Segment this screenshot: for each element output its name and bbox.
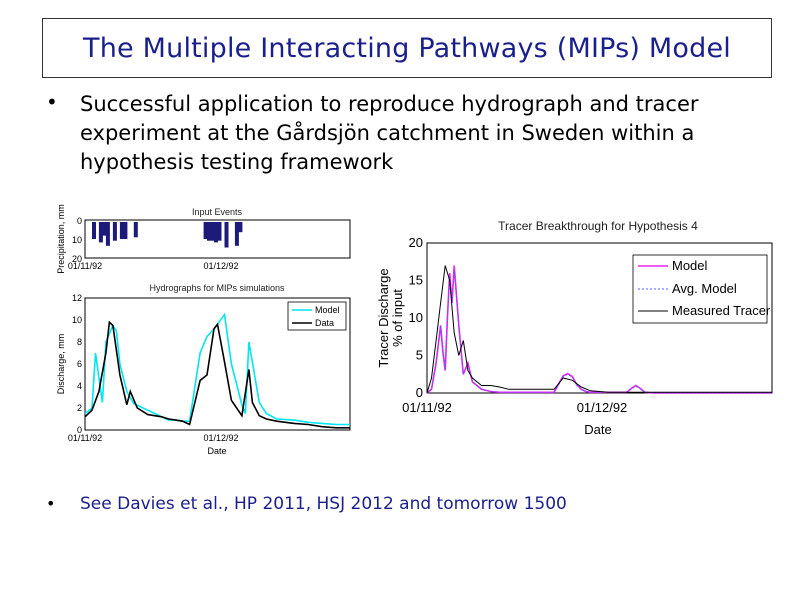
- bullet-glyph: •: [46, 90, 58, 114]
- precip-bar: [92, 222, 96, 239]
- input-events-xtick-2: 01/12/92: [203, 261, 238, 271]
- bullet-text-2: See Davies et al., HP 2011, HSJ 2012 and…: [80, 494, 567, 514]
- precip-bar: [210, 222, 215, 241]
- bullet-text-1: Successful application to reproduce hydr…: [80, 92, 699, 174]
- precip-bar: [123, 222, 128, 239]
- legend-label-tr-meas: Measured Tracer: [672, 303, 771, 318]
- hydrograph-series-data: [84, 320, 350, 429]
- legend-label-tr-model: Model: [672, 258, 708, 273]
- hydrograph-xtick-1: 01/11/92: [68, 433, 102, 443]
- tracer-ytick: 20: [409, 235, 423, 250]
- input-events-bars: [92, 222, 243, 248]
- precip-bar: [238, 222, 243, 233]
- precip-bar: [112, 222, 117, 241]
- legend-label-tr-avg: Avg. Model: [672, 281, 737, 296]
- legend-label-model: Model: [315, 305, 340, 315]
- precip-bar: [133, 222, 138, 238]
- precip-bar: [98, 222, 103, 243]
- tracer-ytick: 5: [416, 348, 423, 363]
- slide-title: The Multiple Interacting Pathways (MIPs)…: [83, 32, 731, 64]
- hydrograph-ytick: 6: [77, 359, 82, 369]
- tracer-xtick-2: 01/12/92: [577, 400, 628, 415]
- bullet-glyph: •: [46, 494, 56, 513]
- hydrograph-ytick: 0: [77, 425, 82, 435]
- tracer-yticks: 0 5 10 15 20: [409, 235, 423, 400]
- hydrograph-yticks: 0 2 4 6 8 10 12: [72, 293, 82, 435]
- precip-bar: [234, 222, 239, 246]
- input-events-ylabel: Precipitation, mm: [56, 204, 66, 274]
- precip-bar: [214, 222, 218, 243]
- hydrograph-ylabel: Discharge, mm: [56, 334, 66, 395]
- tracer-series-measured: [426, 265, 772, 394]
- input-events-xtick-1: 01/11/92: [68, 261, 102, 271]
- tracer-ytick: 10: [409, 310, 423, 325]
- hydrograph-xtick-2: 01/12/92: [203, 433, 238, 443]
- legend-label-data: Data: [315, 318, 334, 328]
- precip-bar: [105, 222, 110, 246]
- input-events-title: Input Events: [192, 207, 243, 217]
- hydrograph-ytick: 10: [72, 315, 82, 325]
- tracer-ytick: 0: [416, 385, 423, 400]
- hydrograph-xlabel: Date: [207, 446, 226, 456]
- hydrograph-title: Hydrographs for MIPs simulations: [149, 283, 285, 293]
- bullet-item-1: • Successful application to reproduce hy…: [46, 90, 746, 177]
- tracer-ytick: 15: [409, 273, 423, 288]
- ytick-10: 10: [72, 235, 82, 245]
- hydrograph-legend: [287, 301, 347, 331]
- hydrograph-ytick: 4: [77, 381, 82, 391]
- tracer-xlabel: Date: [584, 422, 611, 437]
- precip-bar: [224, 222, 229, 248]
- tracer-xtick-1: 01/11/92: [402, 400, 452, 415]
- precip-bar: [119, 222, 124, 239]
- hydrograph-ytick: 8: [77, 337, 82, 347]
- precip-bar: [102, 222, 107, 236]
- ytick-0: 0: [77, 216, 82, 226]
- precip-bar: [207, 222, 211, 241]
- precip-bar: [203, 222, 208, 239]
- title-box: The Multiple Interacting Pathways (MIPs)…: [42, 18, 772, 78]
- hydrograph-figure: Input Events 0 10 20 Precipitation, mm 0…: [56, 204, 351, 456]
- tracer-figure: Tracer Breakthrough for Hypothesis 4 0 5 1…: [376, 219, 773, 437]
- bullet-item-2: • See Davies et al., HP 2011, HSJ 2012 a…: [46, 492, 746, 516]
- precip-bar: [217, 222, 222, 241]
- hydrograph-ytick: 12: [72, 293, 82, 303]
- tracer-title: Tracer Breakthrough for Hypothesis 4: [498, 219, 698, 233]
- tracer-ylabel-2: % of input: [390, 289, 405, 347]
- hydrograph-ytick: 2: [77, 403, 82, 413]
- ytick-20: 20: [72, 254, 82, 264]
- tracer-ylabel-1: Tracer Discharge: [376, 268, 391, 367]
